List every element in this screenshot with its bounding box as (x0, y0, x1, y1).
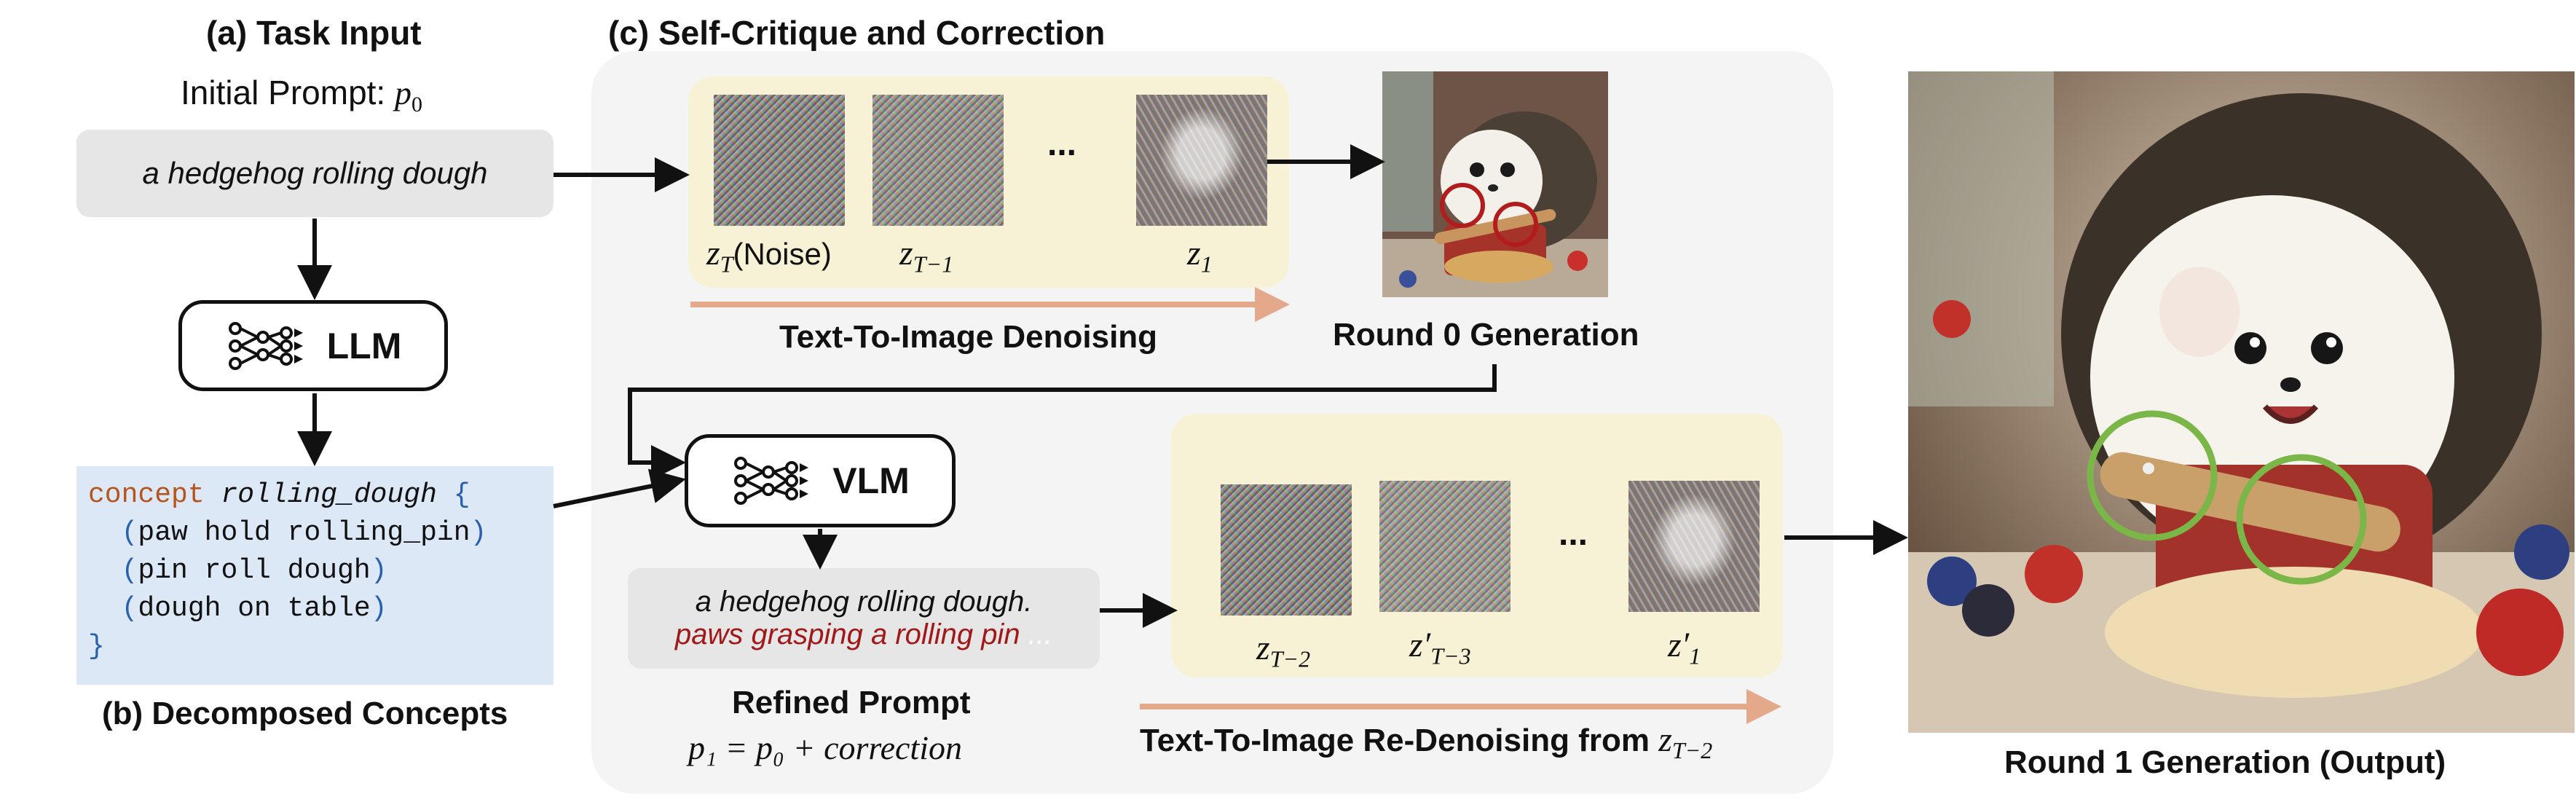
initial-prompt-label: Initial Prompt: p0 (181, 73, 422, 117)
label-zT: zT(Noise) (706, 234, 832, 278)
label-zpT3: z′T−3 (1409, 626, 1471, 669)
arrow-round0-to-vlm (628, 364, 1497, 480)
round0-ellipsis: ... (1047, 125, 1077, 163)
output-caption: Round 1 Generation (Output) (2004, 744, 2446, 780)
prompt-sub: 0 (411, 93, 422, 117)
code-line-2: pin roll dough (138, 555, 371, 586)
noise-image-zT (714, 95, 845, 226)
code-keyword: concept (88, 479, 205, 511)
code-concept-name: rolling_dough (221, 479, 437, 511)
round1-ellipsis: ... (1559, 514, 1588, 553)
refined-prompt-ellipsis: ... (1020, 618, 1053, 650)
panel-c-title: (c) Self-Critique and Correction (608, 14, 1106, 52)
round0-generation-image (1382, 71, 1608, 297)
network-icon (734, 457, 809, 505)
noise-image-zT1 (873, 95, 1004, 226)
refined-prompt-correction: paws grasping a rolling pin (674, 618, 1020, 650)
noise-image-zpT3 (1379, 481, 1510, 612)
concept-code-box: concept rolling_dough { (paw hold rollin… (76, 466, 554, 685)
code-close-brace: } (88, 631, 105, 662)
redenoise-caption: Text-To-Image Re-Denoising from zT−2 (1140, 720, 1713, 763)
error-circle-1 (1440, 183, 1485, 228)
label-zp1: z′1 (1668, 626, 1701, 669)
refined-prompt-title: Refined Prompt (732, 685, 971, 720)
refined-prompt-line1: a hedgehog rolling dough. (695, 586, 1033, 618)
llm-box: LLM (178, 300, 448, 391)
correct-circle-2 (2236, 454, 2367, 585)
code-open-brace: { (453, 479, 470, 511)
label-zT2: zT−2 (1256, 629, 1311, 672)
label-z1: z1 (1187, 234, 1213, 278)
panel-b-caption: (b) Decomposed Concepts (102, 696, 508, 731)
prompt-var: p (395, 74, 411, 111)
refined-prompt-formula: p₁ = p₀ + correction (688, 729, 962, 766)
round0-caption: Round 0 Generation (1333, 317, 1639, 353)
correct-circle-1 (2087, 410, 2218, 541)
denoise-caption: Text-To-Image Denoising (779, 319, 1158, 355)
code-line-3: dough on table (138, 593, 371, 624)
refined-prompt-box: a hedgehog rolling dough. paws grasping … (628, 568, 1100, 669)
vlm-box: VLM (685, 434, 956, 527)
noise-image-zT2 (1221, 484, 1352, 616)
label-zT1: zT−1 (899, 234, 954, 278)
code-line-1: paw hold rolling_pin (138, 517, 470, 548)
llm-label: LLM (326, 325, 402, 366)
initial-prompt-value: a hedgehog rolling dough (142, 156, 488, 190)
error-circle-2 (1493, 202, 1538, 247)
network-icon (228, 321, 303, 370)
vlm-label: VLM (832, 460, 910, 501)
partial-image-z1 (1136, 95, 1267, 226)
partial-image-zp1 (1628, 481, 1760, 612)
round1-output-image (1908, 71, 2575, 733)
arrow-concepts-to-vlm (553, 468, 686, 508)
initial-prompt-text: Initial Prompt: (181, 74, 395, 111)
panel-a-title: (a) Task Input (206, 14, 422, 52)
initial-prompt-box: a hedgehog rolling dough (76, 130, 554, 217)
